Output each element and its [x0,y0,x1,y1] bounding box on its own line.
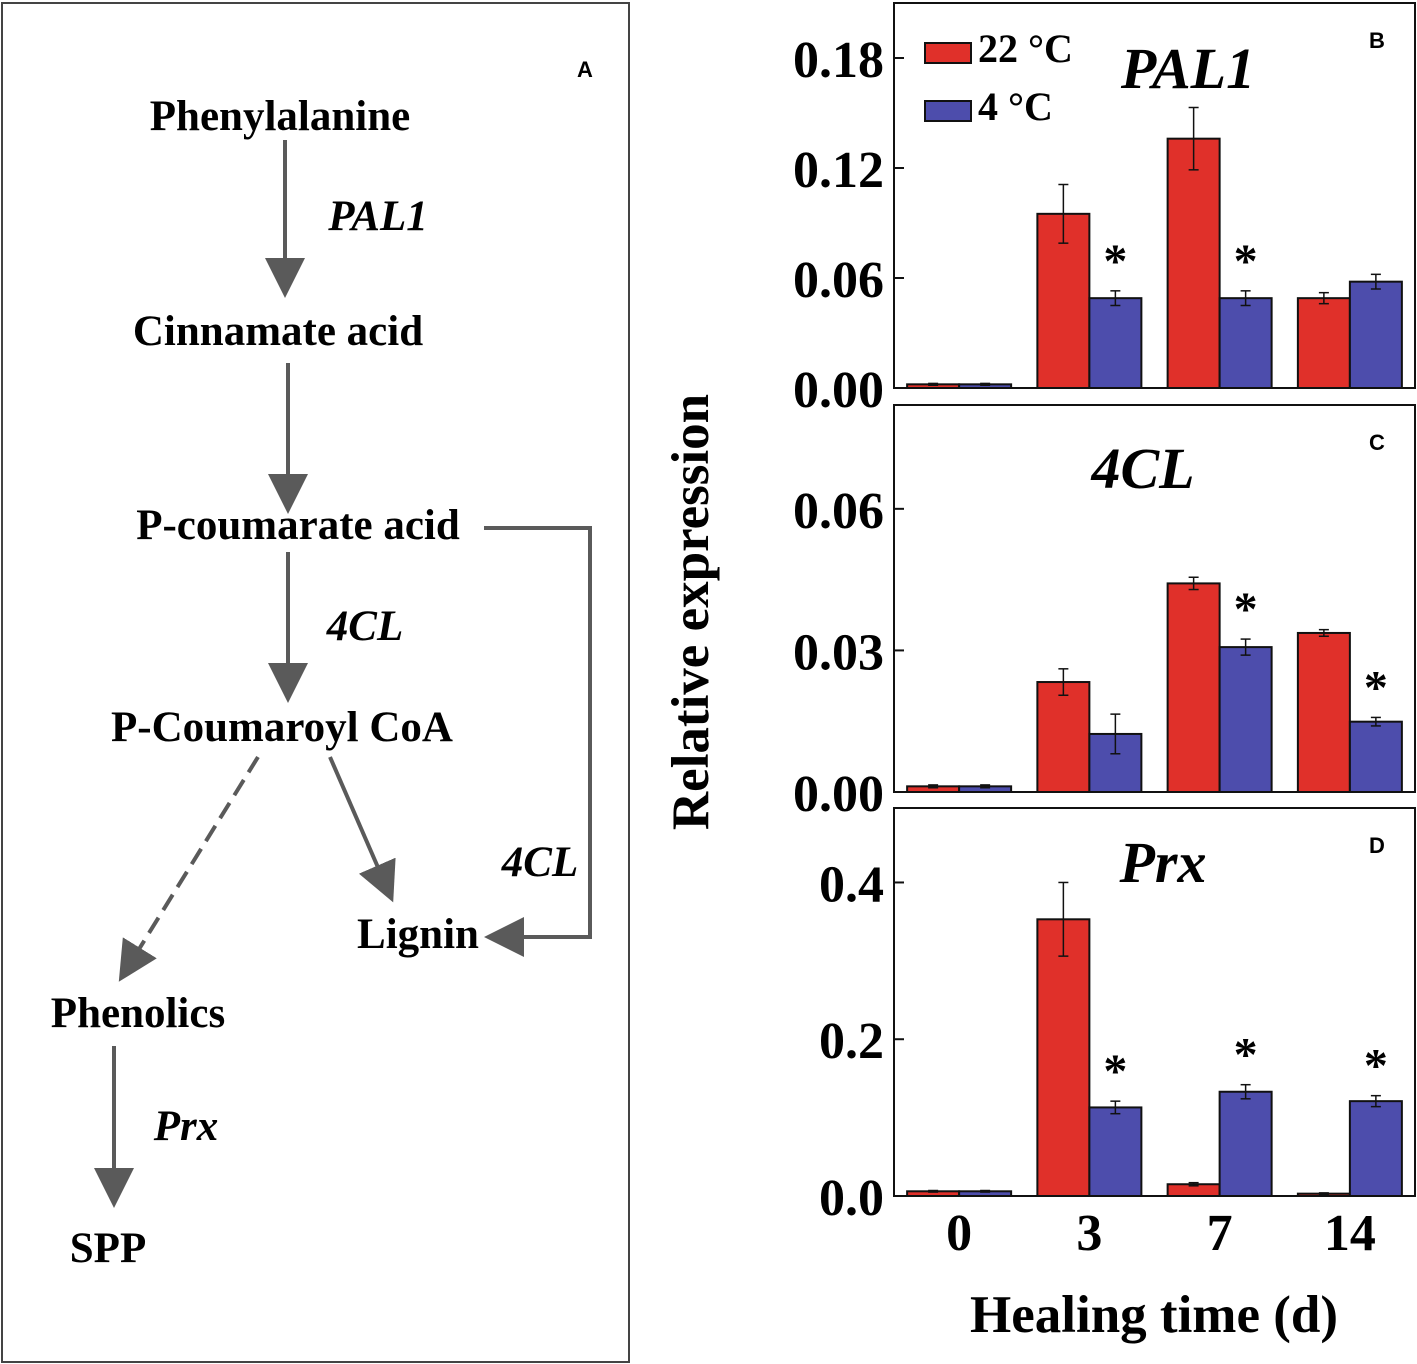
plot-frame [893,807,1416,1197]
chart-panel-c: 0.00 0.03 0.06 4CL C * * [793,404,1416,823]
x-axis-label: Healing time (d) [970,1286,1338,1344]
significance-asterisk: * [1103,1045,1127,1098]
arrow-coumaroyl-coa-to-lignin [328,756,396,903]
bar-22c [1296,297,1351,389]
x-tick-labels: 0 3 7 14 [946,1205,1376,1262]
y-tick-label: 0.06 [793,252,884,309]
bar-4c [1348,720,1403,793]
chart-title: Prx [1119,830,1207,895]
node-p-coumarate-acid: P-coumarate acid [136,502,460,549]
bar-4c [1218,646,1273,793]
bar-4c [1348,1100,1403,1197]
y-tick-label: 0.0 [819,1170,884,1227]
significance-asterisk: * [1234,583,1258,636]
bar-22c [1166,582,1221,794]
y-tick-label: 0.03 [793,624,884,681]
panel-label: D [1369,833,1385,858]
bar-22c [1166,137,1221,389]
plot-frame [893,2,1416,389]
legend-swatch-22c [924,42,972,64]
bar-22c [1036,681,1091,793]
plot-frame [893,404,1416,793]
enzyme-pal1-label: PAL1 [327,193,428,240]
enzyme-4cl-label: 4CL [326,603,403,650]
y-tick-label: 0.4 [819,856,884,913]
node-p-coumaroyl-coa: P-Coumaroyl CoA [111,704,453,751]
node-lignin: Lignin [357,911,479,958]
y-tick-label: 0.00 [793,362,884,419]
panel-label: B [1369,28,1385,53]
y-tick-label: 0.18 [793,32,884,89]
significance-asterisk: * [1234,1029,1258,1082]
node-phenolics: Phenolics [51,990,225,1037]
bar-4c [1218,297,1273,389]
x-tick-label: 7 [1207,1205,1233,1262]
pathway-frame [1,2,630,1363]
legend-label-4c: 4 °C [978,84,1053,129]
panel-label-a: A [577,57,593,82]
chart-panel-d: 0.0 0.2 0.4 Prx D * * * [819,807,1416,1227]
x-tick-label: 0 [946,1205,972,1262]
chart-panel-b: 0.00 0.06 0.12 0.18 PAL1 B * * [793,2,1416,419]
x-tick-label: 3 [1076,1205,1102,1262]
bar-4c [1088,1106,1143,1198]
y-axis-label: Relative expression [662,394,720,830]
bar-4c [1088,297,1143,389]
y-tick-label: 0.00 [793,766,884,823]
bar-22c [1296,631,1351,794]
enzyme-4cl-side-label: 4CL [501,839,578,886]
arrow-coumarate-to-lignin [484,526,592,957]
y-tick-label: 0.12 [793,142,884,199]
enzyme-prx-label: Prx [153,1103,219,1150]
pathway-panel: A Phenylalanine Cinnamate acid P-coumara… [1,2,630,1363]
y-tick-label: 0.2 [819,1013,884,1070]
legend-swatch-4c [924,100,972,122]
y-tick-label: 0.06 [793,483,884,540]
chart-title: PAL1 [1120,36,1255,101]
significance-asterisk: * [1234,235,1258,288]
significance-asterisk: * [1364,1040,1388,1093]
node-cinnamate-acid: Cinnamate acid [133,308,423,355]
node-spp: SPP [70,1225,146,1272]
chart-title: 4CL [1090,436,1194,501]
panel-label: C [1369,430,1385,455]
legend: 22 °C 4 °C [924,26,1073,129]
significance-asterisk: * [1364,661,1388,714]
bar-4c [1218,1090,1273,1198]
x-tick-label: 14 [1324,1205,1376,1262]
significance-asterisk: * [1103,235,1127,288]
bar-4c [1348,280,1403,389]
legend-label-22c: 22 °C [978,26,1073,71]
arrow-coumaroyl-coa-to-phenolics [118,755,260,982]
bar-22c [1036,918,1091,1197]
node-phenylalanine: Phenylalanine [150,93,410,140]
